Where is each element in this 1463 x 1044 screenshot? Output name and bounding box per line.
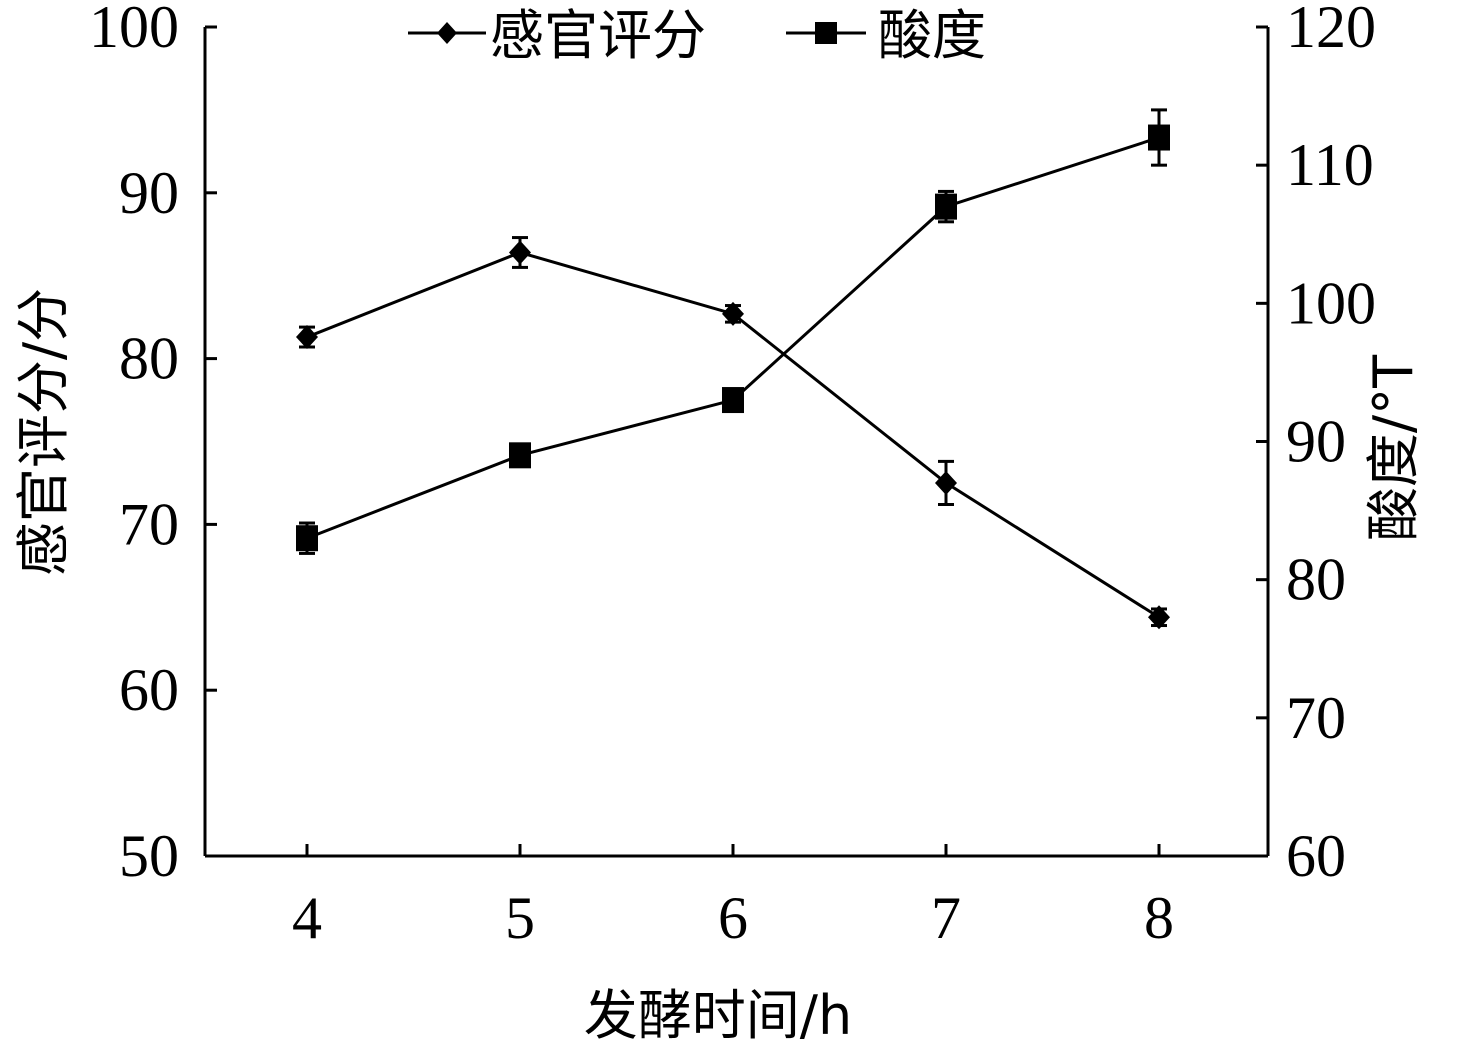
- left-y-ticks: 50 60 70 80 90 100: [89, 0, 217, 889]
- data-point-diamond: [722, 301, 744, 326]
- legend: 感官评分 酸度: [408, 4, 986, 67]
- x-tick-label: 7: [931, 885, 961, 951]
- data-point-diamond: [935, 470, 957, 495]
- series-line-acidity: [306, 136, 1160, 540]
- data-point-square: [1148, 124, 1170, 151]
- data-point-square: [722, 387, 744, 414]
- x-tick-label: 8: [1144, 885, 1174, 951]
- right-y-tick-label: 100: [1286, 270, 1376, 336]
- left-y-tick-label: 50: [119, 823, 179, 889]
- left-y-tick-label: 60: [119, 657, 179, 723]
- series-acidity: [296, 108, 1170, 555]
- x-tick-label: 4: [292, 885, 322, 951]
- right-y-tick-label: 120: [1286, 0, 1376, 60]
- legend-diamond-icon: [437, 22, 457, 44]
- data-point-square: [509, 442, 531, 469]
- left-y-tick-label: 90: [119, 160, 179, 226]
- right-y-tick-label: 90: [1286, 409, 1346, 475]
- right-y-tick-label: 110: [1286, 132, 1374, 198]
- legend-item-sensory: 感官评分: [408, 4, 706, 67]
- right-y-tick-label: 70: [1286, 685, 1346, 751]
- legend-label-acidity: 酸度: [878, 4, 986, 67]
- left-y-tick-label: 70: [119, 491, 179, 557]
- right-y-tick-label: 80: [1286, 547, 1346, 613]
- axes: [203, 27, 1270, 858]
- data-point-square: [935, 193, 957, 220]
- series-layer: [296, 108, 1170, 630]
- left-y-tick-label: 100: [89, 0, 179, 60]
- legend-item-acidity: 酸度: [786, 4, 986, 67]
- legend-square-icon: [815, 22, 837, 44]
- left-y-axis-title: 感官评分/分: [12, 288, 75, 576]
- right-y-ticks: 60 70 80 90 100 110 120: [1256, 0, 1376, 889]
- x-ticks: 4 5 6 7 8: [292, 844, 1174, 951]
- data-point-square: [296, 525, 318, 552]
- data-point-diamond: [296, 325, 318, 350]
- series-sensory: [296, 236, 1170, 630]
- x-tick-label: 5: [505, 885, 535, 951]
- right-y-axis-title: 酸度/°T: [1362, 354, 1425, 541]
- data-point-diamond: [509, 240, 531, 265]
- data-point-diamond: [1148, 605, 1170, 630]
- x-tick-label: 6: [718, 885, 748, 951]
- legend-label-sensory: 感官评分: [490, 4, 706, 67]
- left-y-tick-label: 80: [119, 326, 179, 392]
- x-axis-title: 发酵时间/h: [584, 984, 852, 1044]
- right-y-tick-label: 60: [1286, 823, 1346, 889]
